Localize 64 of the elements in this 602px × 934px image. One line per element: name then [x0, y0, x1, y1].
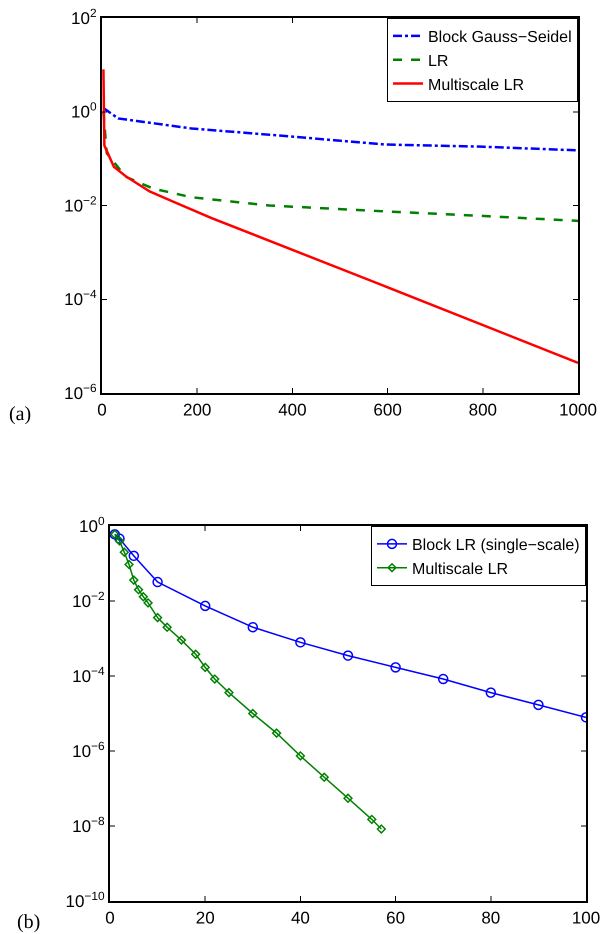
legend-label: Multiscale LR: [412, 560, 508, 578]
point: [343, 794, 353, 803]
point: [124, 560, 134, 570]
x-tick-label: 0: [105, 908, 115, 928]
line-series: [102, 106, 578, 152]
legend-label: Block Gauss−Seidel: [428, 29, 572, 46]
point: [342, 650, 354, 661]
y-tick-label: 10$^{−2}$: [72, 588, 105, 611]
point: [248, 708, 258, 718]
point: [295, 637, 306, 648]
point: [376, 824, 386, 834]
x-tick-label: 800: [468, 400, 497, 420]
x-tick-label: 80: [481, 908, 500, 928]
point: [533, 700, 544, 710]
x-tick-label: 40: [290, 908, 310, 928]
point: [367, 814, 376, 824]
x-tick-label: 20: [196, 908, 215, 928]
point: [129, 575, 138, 585]
point: [272, 728, 282, 738]
x-tick-label: 200: [183, 400, 212, 420]
x-tick-label: 100: [572, 908, 600, 928]
y-tick-label: 10$^{−4}$: [72, 664, 105, 686]
point: [191, 650, 200, 659]
point: [120, 548, 129, 557]
point: [438, 674, 448, 684]
text: (b): [17, 911, 40, 933]
x-tick-label: 400: [278, 400, 307, 420]
point: [138, 592, 148, 602]
point: [210, 674, 220, 684]
y-tick-label: 10$^{0}$: [79, 514, 105, 536]
point: [248, 622, 258, 632]
point: [162, 622, 172, 632]
y-tick-label: 10$^{0}$: [71, 100, 97, 122]
point: [296, 751, 306, 761]
point: [486, 687, 496, 698]
y-tick-label: 10$^{−6}$: [64, 380, 97, 403]
x-tick-label: 0: [97, 400, 107, 420]
point: [200, 600, 210, 612]
point: [176, 635, 186, 645]
line-series: [102, 68, 578, 364]
point: [128, 550, 140, 562]
point: [320, 772, 329, 782]
x-tick-label: 60: [386, 908, 406, 928]
text: (a): [9, 403, 32, 425]
point: [224, 688, 234, 698]
x-tick-label: 1000: [559, 400, 597, 420]
y-tick-label: 10$^{2}$: [71, 6, 97, 28]
point: [114, 536, 124, 546]
point: [390, 662, 401, 673]
point: [114, 533, 125, 544]
y-tick-label: 10$^{−4}$: [64, 287, 97, 310]
legend-label: Block LR (single−scale): [412, 537, 580, 554]
point: [134, 585, 144, 594]
x-tick-label: 600: [373, 400, 402, 420]
point: [152, 612, 162, 622]
point: [200, 662, 210, 672]
legend-label: Multiscale LR: [428, 76, 524, 94]
y-tick-label: 10$^{−10}$: [66, 888, 105, 911]
y-tick-label: 10$^{−6}$: [72, 738, 105, 761]
y-tick-label: 10$^{−2}$: [64, 193, 97, 216]
legend-label: LR: [428, 52, 448, 70]
y-tick-label: 10$^{−8}$: [72, 814, 105, 836]
point: [152, 576, 163, 588]
point: [143, 598, 153, 608]
